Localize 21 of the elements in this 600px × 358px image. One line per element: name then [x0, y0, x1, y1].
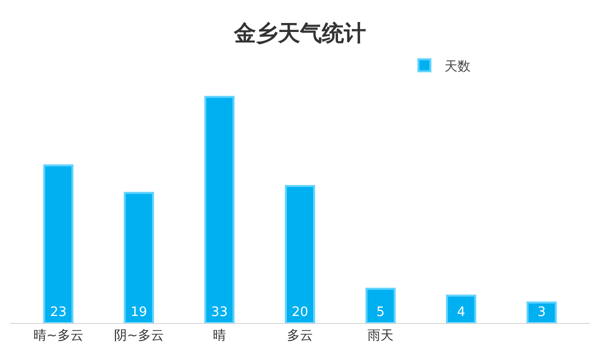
data-label: 5 [376, 305, 385, 320]
data-label: 20 [292, 305, 308, 320]
bar [204, 96, 235, 323]
data-label: 33 [211, 305, 228, 320]
x-tick-label: 晴~多云 [33, 328, 84, 344]
bar [446, 294, 476, 323]
bar [43, 164, 74, 323]
bar [284, 184, 316, 323]
data-label: 4 [456, 305, 466, 320]
x-tick-label: 晴 [212, 328, 226, 344]
x-tick-label: 雨天 [368, 328, 394, 344]
x-tick-label: 阴~多云 [114, 328, 164, 344]
data-label: 3 [538, 305, 546, 320]
legend-label: 天数 [444, 59, 470, 74]
data-label: 19 [130, 305, 148, 320]
data-label: 23 [50, 305, 67, 320]
x-tick-label: 多云 [287, 328, 313, 344]
bar [365, 288, 396, 323]
chart-title: 金乡天气统计 [233, 20, 366, 46]
bar [124, 192, 154, 323]
bar [526, 301, 557, 323]
